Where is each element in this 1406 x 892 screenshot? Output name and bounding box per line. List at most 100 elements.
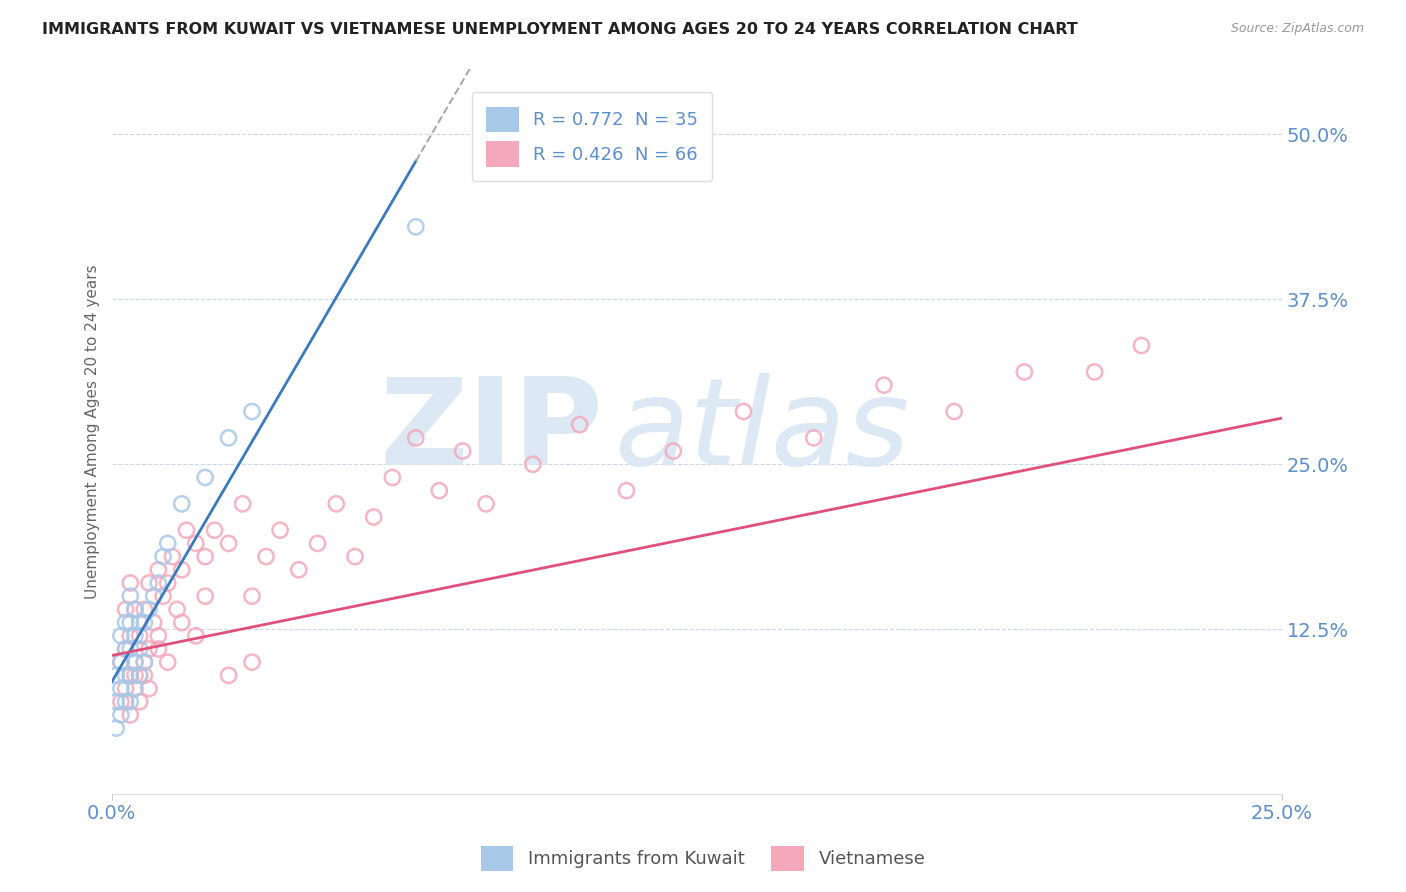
Point <box>427 483 450 498</box>
Point <box>114 695 136 709</box>
Point <box>568 417 591 432</box>
Point <box>1014 365 1036 379</box>
Point <box>152 589 174 603</box>
Point <box>733 404 755 418</box>
Legend: Immigrants from Kuwait, Vietnamese: Immigrants from Kuwait, Vietnamese <box>474 838 932 879</box>
Point <box>134 655 156 669</box>
Point <box>105 668 128 682</box>
Point <box>134 655 156 669</box>
Point <box>307 536 329 550</box>
Point <box>269 523 291 537</box>
Point <box>240 589 263 603</box>
Point <box>120 668 142 682</box>
Point <box>1130 338 1153 352</box>
Point <box>152 549 174 564</box>
Point <box>1084 365 1107 379</box>
Point <box>124 602 146 616</box>
Point <box>120 615 142 630</box>
Point <box>124 629 146 643</box>
Point <box>240 655 263 669</box>
Point <box>120 576 142 591</box>
Point <box>124 681 146 696</box>
Point <box>120 668 142 682</box>
Point <box>105 721 128 735</box>
Point <box>124 655 146 669</box>
Point <box>170 563 193 577</box>
Point <box>343 549 366 564</box>
Point <box>451 444 474 458</box>
Point <box>128 642 150 657</box>
Point <box>170 615 193 630</box>
Point <box>218 668 240 682</box>
Point <box>128 668 150 682</box>
Point <box>166 602 188 616</box>
Point <box>134 668 156 682</box>
Point <box>124 668 146 682</box>
Point <box>110 629 132 643</box>
Point <box>148 629 170 643</box>
Point <box>114 615 136 630</box>
Point <box>120 629 142 643</box>
Point <box>405 431 427 445</box>
Point <box>114 668 136 682</box>
Point <box>254 549 277 564</box>
Point <box>170 497 193 511</box>
Point <box>616 483 638 498</box>
Point <box>943 404 966 418</box>
Point <box>128 695 150 709</box>
Point <box>204 523 226 537</box>
Point <box>120 589 142 603</box>
Point <box>148 642 170 657</box>
Point <box>873 378 896 392</box>
Point <box>110 655 132 669</box>
Point <box>138 681 160 696</box>
Point <box>142 589 165 603</box>
Point <box>184 629 207 643</box>
Point <box>110 681 132 696</box>
Point <box>218 536 240 550</box>
Point <box>288 563 311 577</box>
Point <box>110 707 132 722</box>
Text: IMMIGRANTS FROM KUWAIT VS VIETNAMESE UNEMPLOYMENT AMONG AGES 20 TO 24 YEARS CORR: IMMIGRANTS FROM KUWAIT VS VIETNAMESE UNE… <box>42 22 1078 37</box>
Point <box>114 642 136 657</box>
Legend: R = 0.772  N = 35, R = 0.426  N = 66: R = 0.772 N = 35, R = 0.426 N = 66 <box>471 92 713 181</box>
Point <box>120 642 142 657</box>
Point <box>156 536 179 550</box>
Point <box>156 576 179 591</box>
Point <box>138 602 160 616</box>
Point <box>176 523 198 537</box>
Point <box>218 431 240 445</box>
Point <box>405 219 427 234</box>
Point <box>194 549 217 564</box>
Point <box>194 470 217 484</box>
Point <box>120 695 142 709</box>
Point <box>148 563 170 577</box>
Point <box>110 695 132 709</box>
Point <box>475 497 498 511</box>
Point <box>240 404 263 418</box>
Text: Source: ZipAtlas.com: Source: ZipAtlas.com <box>1230 22 1364 36</box>
Point <box>138 576 160 591</box>
Point <box>120 707 142 722</box>
Point <box>138 642 160 657</box>
Point <box>114 681 136 696</box>
Point <box>148 576 170 591</box>
Point <box>194 589 217 603</box>
Point <box>142 615 165 630</box>
Point <box>156 655 179 669</box>
Point <box>105 695 128 709</box>
Point <box>128 615 150 630</box>
Point <box>110 655 132 669</box>
Point <box>232 497 254 511</box>
Point <box>128 668 150 682</box>
Point <box>162 549 184 564</box>
Point <box>134 615 156 630</box>
Y-axis label: Unemployment Among Ages 20 to 24 years: Unemployment Among Ages 20 to 24 years <box>86 264 100 599</box>
Point <box>325 497 347 511</box>
Point <box>124 655 146 669</box>
Point <box>662 444 685 458</box>
Point <box>124 602 146 616</box>
Point <box>114 642 136 657</box>
Point <box>363 510 385 524</box>
Point <box>114 602 136 616</box>
